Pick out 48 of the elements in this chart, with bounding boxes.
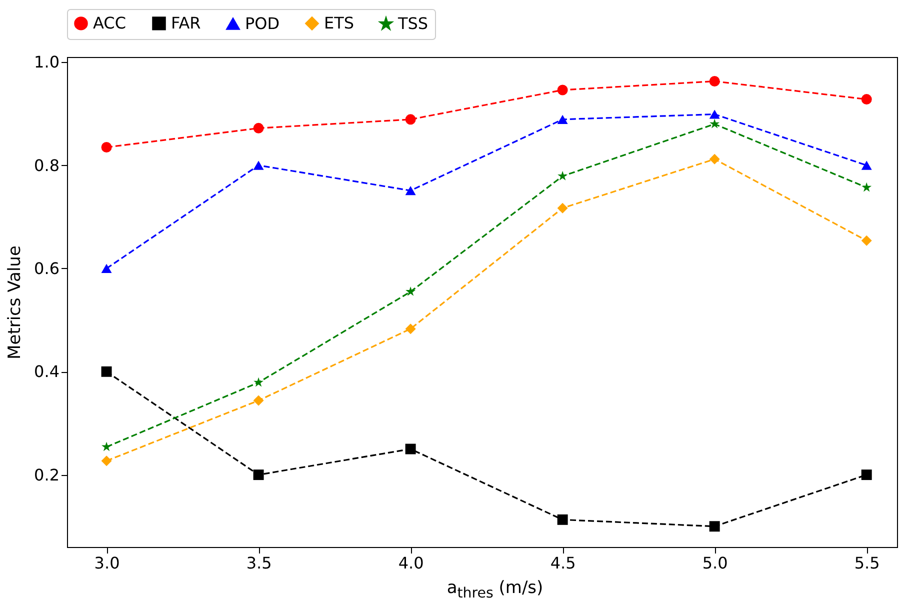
point	[861, 470, 872, 480]
point	[405, 114, 416, 125]
legend-label: TSS	[397, 14, 428, 33]
point	[861, 235, 872, 246]
y-axis-title: Metrics Value	[5, 246, 26, 360]
point	[253, 395, 264, 406]
x-tick-label: 3.5	[246, 554, 272, 572]
x-tick-label: 4.5	[550, 554, 576, 572]
point	[710, 118, 720, 128]
y-tick-label: 0.8	[34, 156, 60, 175]
point	[253, 122, 264, 134]
point	[557, 514, 568, 525]
x-axis-title: a$_{thres}$ (m/s)	[446, 578, 544, 602]
point	[861, 94, 872, 105]
point	[253, 470, 264, 480]
point	[709, 154, 720, 164]
point	[709, 521, 720, 532]
y-tick-label: 0.4	[34, 362, 60, 382]
point	[405, 444, 416, 454]
x-tick-label: 3.0	[94, 554, 120, 572]
y-tick-label: 0.6	[34, 258, 60, 278]
point	[405, 324, 416, 334]
x-tick-label: 5.5	[854, 554, 880, 572]
point	[709, 110, 720, 119]
point	[557, 84, 568, 96]
point	[101, 366, 112, 377]
point	[557, 202, 568, 214]
legend-label: POD	[245, 14, 280, 33]
point	[405, 186, 416, 196]
legend-label: ETS	[324, 13, 354, 32]
point	[862, 182, 872, 192]
y-tick-label: 1.0	[34, 52, 60, 72]
point	[254, 377, 264, 387]
x-tick-label: 5.0	[702, 554, 728, 572]
point	[861, 160, 872, 170]
x-tick-label: 4.0	[398, 554, 424, 572]
legend-label: FAR	[171, 13, 201, 32]
point	[101, 142, 112, 152]
point	[557, 114, 568, 124]
point	[406, 286, 416, 296]
legend-label: ACC	[93, 13, 126, 32]
point	[253, 160, 264, 170]
y-tick-label: 0.2	[34, 465, 60, 484]
point	[101, 456, 112, 466]
point	[709, 76, 720, 86]
point	[102, 442, 112, 452]
point	[101, 264, 112, 274]
point	[558, 170, 568, 180]
